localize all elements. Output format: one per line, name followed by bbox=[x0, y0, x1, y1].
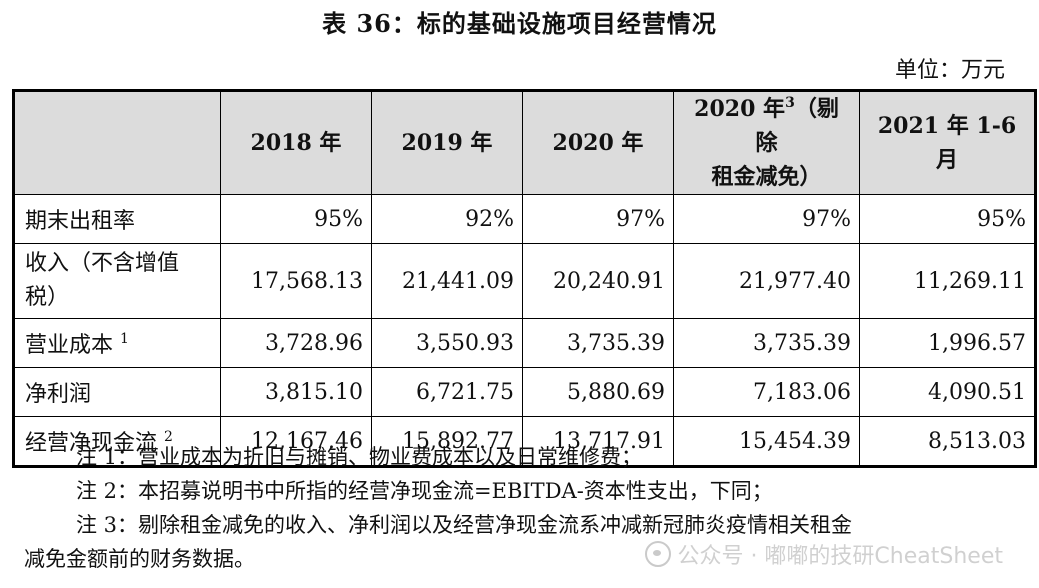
row-label: 净利润 bbox=[13, 367, 221, 417]
table-cell: 95% bbox=[859, 194, 1036, 244]
table-cell: 4,090.51 bbox=[859, 367, 1036, 417]
table-cell: 3,815.10 bbox=[220, 367, 372, 417]
table-cell: 92% bbox=[371, 194, 523, 244]
header-2020: 2020 年 bbox=[522, 90, 674, 195]
header-row: 2018 年 2019 年 2020 年 2020 年3（剔除 租金减免） 20… bbox=[13, 90, 1036, 195]
table-cell: 8,513.03 bbox=[859, 416, 1036, 467]
table-notes: 注 1：营业成本为折旧与摊销、物业费成本以及日常维修费； 注 2：本招募说明书中… bbox=[20, 440, 1020, 576]
table-cell: 15,892.77 bbox=[371, 416, 523, 467]
table-cell: 7,183.06 bbox=[673, 367, 860, 417]
table-row: 净利润 3,815.10 6,721.75 5,880.69 7,183.06 … bbox=[13, 367, 1036, 417]
row-label: 期末出租率 bbox=[13, 194, 221, 244]
table-cell: 95% bbox=[220, 194, 372, 244]
table-row: 营业成本 1 3,728.96 3,550.93 3,735.39 3,735.… bbox=[13, 318, 1036, 368]
row-label: 营业成本 1 bbox=[13, 318, 221, 368]
table-row: 期末出租率 95% 92% 97% 97% 95% bbox=[13, 194, 1036, 244]
table-cell: 5,880.69 bbox=[522, 367, 674, 417]
note-2: 注 2：本招募说明书中所指的经营净现金流=EBITDA-资本性支出，下同； bbox=[76, 479, 773, 503]
table-cell: 3,550.93 bbox=[371, 318, 523, 368]
table-cell: 17,568.13 bbox=[220, 243, 372, 319]
header-2018: 2018 年 bbox=[220, 90, 372, 195]
wechat-icon bbox=[645, 541, 672, 567]
note-1: 注 1：营业成本为折旧与摊销、物业费成本以及日常维修费； bbox=[76, 445, 643, 469]
table-cell: 15,454.39 bbox=[673, 416, 860, 467]
row-label: 收入（不含增值 税） bbox=[13, 243, 221, 319]
watermark-text: 公众号 · 嘟嘟的技研CheatSheet bbox=[677, 544, 1003, 569]
table-cell: 21,441.09 bbox=[371, 243, 523, 319]
unit-label: 单位：万元 bbox=[894, 58, 1005, 83]
header-2021-h1: 2021 年 1-6 月 bbox=[859, 90, 1036, 195]
row-label: 经营净现金流 2 bbox=[13, 416, 221, 467]
table-cell: 20,240.91 bbox=[522, 243, 674, 319]
table-cell: 11,269.11 bbox=[859, 243, 1036, 319]
watermark: 公众号 · 嘟嘟的技研CheatSheet bbox=[645, 538, 1003, 570]
table-cell: 3,728.96 bbox=[220, 318, 372, 368]
table-cell: 3,735.39 bbox=[673, 318, 860, 368]
table-row: 收入（不含增值 税） 17,568.13 21,441.09 20,240.91 … bbox=[13, 243, 1036, 319]
note-3-continued: 减免金额前的财务数据。 bbox=[24, 547, 255, 571]
table-cell: 12,167.46 bbox=[220, 416, 372, 467]
table-cell: 3,735.39 bbox=[522, 318, 674, 368]
header-2019: 2019 年 bbox=[371, 90, 523, 195]
table-cell: 97% bbox=[673, 194, 860, 244]
note-3: 注 3：剔除租金减免的收入、净利润以及经营净现金流系冲减新冠肺炎疫情相关租金 bbox=[76, 513, 853, 537]
operations-table: 2018 年 2019 年 2020 年 2020 年3（剔除 租金减免） 20… bbox=[12, 89, 1037, 468]
table-cell: 21,977.40 bbox=[673, 243, 860, 319]
table-title: 表 36：标的基础设施项目经营情况 bbox=[322, 9, 717, 38]
table-cell: 1,996.57 bbox=[859, 318, 1036, 368]
table-cell: 97% bbox=[522, 194, 674, 244]
table-cell: 6,721.75 bbox=[371, 367, 523, 417]
header-corner bbox=[13, 90, 221, 195]
header-2020-adjusted: 2020 年3（剔除 租金减免） bbox=[673, 90, 860, 195]
table-row: 经营净现金流 2 12,167.46 15,892.77 13,717.91 1… bbox=[13, 416, 1036, 467]
